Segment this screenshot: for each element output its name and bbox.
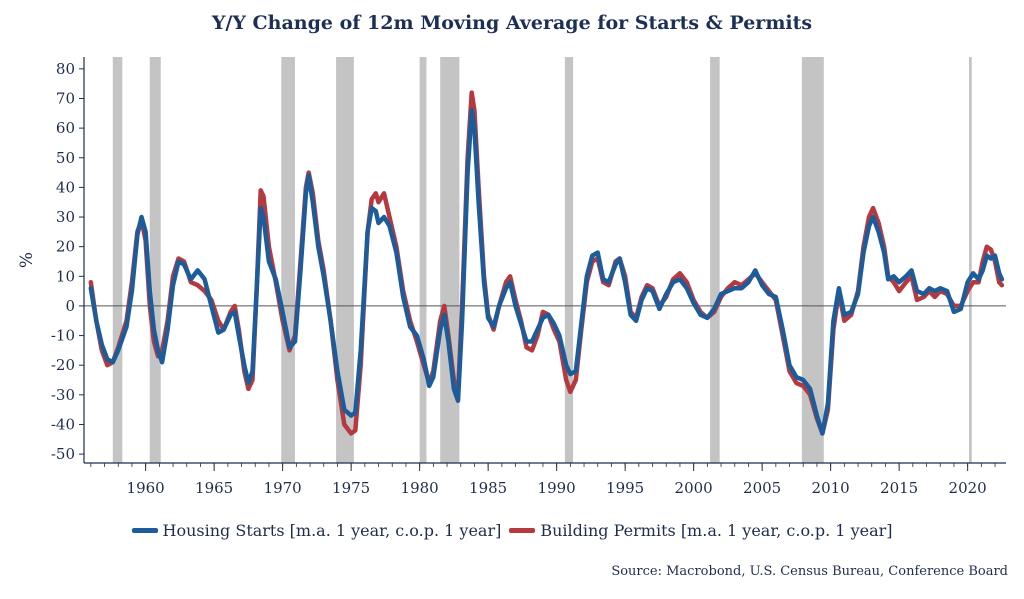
chart-title: Y/Y Change of 12m Moving Average for Sta… bbox=[211, 12, 813, 34]
recession-bands bbox=[112, 57, 972, 463]
y-tick-label: 0 bbox=[65, 297, 75, 315]
x-tick-label: 1965 bbox=[195, 479, 233, 497]
x-tick-label: 1990 bbox=[538, 479, 576, 497]
y-tick-label: 30 bbox=[56, 208, 75, 226]
y-tick-label: -20 bbox=[51, 356, 75, 374]
source-note: Source: Macrobond, U.S. Census Bureau, C… bbox=[611, 564, 1008, 579]
x-tick-label: 1970 bbox=[264, 479, 302, 497]
x-ticks: 1960 1965 1970 1975 1980 1985 1990 1995 2000 2005… bbox=[90, 463, 996, 497]
x-tick-label: 2020 bbox=[949, 479, 987, 497]
recession-band-0 bbox=[112, 57, 123, 463]
recession-band-7 bbox=[710, 57, 720, 463]
x-tick-label: 2005 bbox=[743, 479, 781, 497]
legend: Housing Starts [m.a. 1 year, c.o.p. 1 ye… bbox=[0, 521, 1024, 540]
series-line-1 bbox=[88, 108, 1005, 436]
x-tick-label: 2010 bbox=[812, 479, 850, 497]
y-tick-label: -40 bbox=[51, 415, 75, 433]
recession-band-6 bbox=[564, 57, 574, 463]
y-tick-label: 70 bbox=[56, 89, 75, 107]
x-tick-label: 1995 bbox=[606, 479, 644, 497]
recession-band-4 bbox=[419, 57, 427, 463]
x-tick-label: 1985 bbox=[469, 479, 507, 497]
y-tick-label: -50 bbox=[51, 445, 75, 463]
legend-item-building-permits: Building Permits [m.a. 1 year, c.o.p. 1 … bbox=[509, 521, 893, 540]
y-axis-label: % bbox=[17, 252, 37, 268]
legend-item-housing-starts: Housing Starts [m.a. 1 year, c.o.p. 1 ye… bbox=[131, 521, 502, 540]
recession-band-2 bbox=[281, 57, 295, 463]
y-tick-label: 20 bbox=[56, 238, 75, 256]
recession-band-5 bbox=[440, 57, 460, 463]
x-tick-label: 1975 bbox=[332, 479, 370, 497]
recession-band-3 bbox=[336, 57, 354, 463]
series-line-0 bbox=[88, 90, 1005, 436]
x-tick-label: 2000 bbox=[675, 479, 713, 497]
y-ticks: -50 -40 -30 -20 -10 0 10 20 30 40 50 60 70 80 bbox=[51, 60, 84, 463]
y-tick-label: 50 bbox=[56, 149, 75, 167]
recession-band-8 bbox=[801, 57, 824, 463]
y-tick-label: 10 bbox=[56, 267, 75, 285]
y-tick-label: 60 bbox=[56, 119, 75, 137]
y-tick-label: -30 bbox=[51, 386, 75, 404]
recession-band-1 bbox=[149, 57, 161, 463]
y-tick-label: 40 bbox=[56, 178, 75, 196]
recession-band-9 bbox=[969, 57, 972, 463]
legend-label-building-permits: Building Permits [m.a. 1 year, c.o.p. 1 … bbox=[540, 521, 893, 540]
legend-label-housing-starts: Housing Starts [m.a. 1 year, c.o.p. 1 ye… bbox=[162, 521, 502, 540]
legend-swatch-housing-starts bbox=[131, 528, 158, 533]
x-tick-label: 1980 bbox=[401, 479, 439, 497]
x-tick-label: 1960 bbox=[127, 479, 165, 497]
x-tick-label: 2015 bbox=[880, 479, 918, 497]
y-tick-label: 80 bbox=[56, 60, 75, 78]
series-lines bbox=[88, 90, 1005, 436]
y-tick-label: -10 bbox=[51, 327, 75, 345]
legend-swatch-building-permits bbox=[509, 528, 536, 533]
